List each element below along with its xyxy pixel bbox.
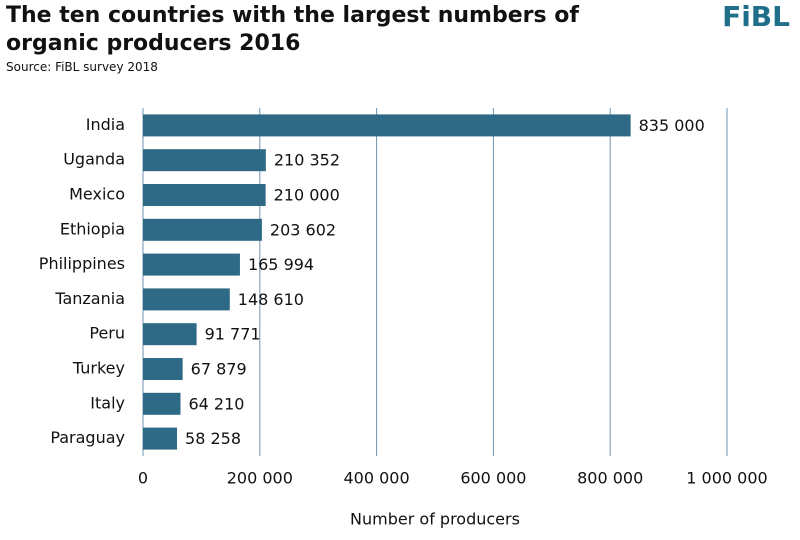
y-tick-label: Italy (90, 393, 125, 412)
y-tick-label: Turkey (72, 359, 125, 378)
x-tick-label: 200 000 (227, 469, 293, 488)
value-label: 148 610 (238, 290, 304, 309)
logo: FiBL (722, 0, 790, 33)
bar (143, 253, 240, 276)
y-tick-label: Paraguay (50, 428, 125, 447)
bar (143, 149, 266, 172)
value-label: 203 602 (270, 220, 336, 239)
x-tick-label: 0 (138, 469, 148, 488)
y-tick-label: Uganda (63, 150, 125, 169)
bar (143, 323, 197, 346)
x-tick-label: 600 000 (460, 469, 526, 488)
bar (143, 392, 181, 415)
y-tick-label: Ethiopia (60, 219, 125, 238)
value-label: 58 258 (185, 429, 241, 448)
value-label: 210 352 (274, 151, 340, 170)
y-tick-label: Philippines (39, 254, 125, 273)
value-label: 91 771 (205, 325, 261, 344)
y-tick-label: Mexico (69, 185, 125, 204)
value-label: 835 000 (639, 116, 705, 135)
bar (143, 288, 230, 311)
y-tick-label: India (86, 115, 125, 134)
value-label: 210 000 (274, 186, 340, 205)
x-axis-label: Number of producers (350, 510, 520, 529)
y-tick-label: Tanzania (54, 289, 125, 308)
value-label: 67 879 (191, 360, 247, 379)
x-tick-label: 400 000 (344, 469, 410, 488)
value-label: 165 994 (248, 255, 314, 274)
bar (143, 114, 631, 137)
bar (143, 218, 262, 241)
x-tick-label: 800 000 (577, 469, 643, 488)
bar (143, 358, 183, 380)
bar (143, 427, 178, 450)
chart-subtitle: Source: FiBL survey 2018 (6, 60, 158, 74)
x-tick-label: 1 000 000 (686, 469, 767, 488)
y-tick-label: Peru (89, 324, 125, 343)
chart-title: The ten countries with the largest numbe… (6, 3, 579, 56)
bar (143, 184, 266, 206)
value-label: 64 210 (188, 394, 244, 413)
